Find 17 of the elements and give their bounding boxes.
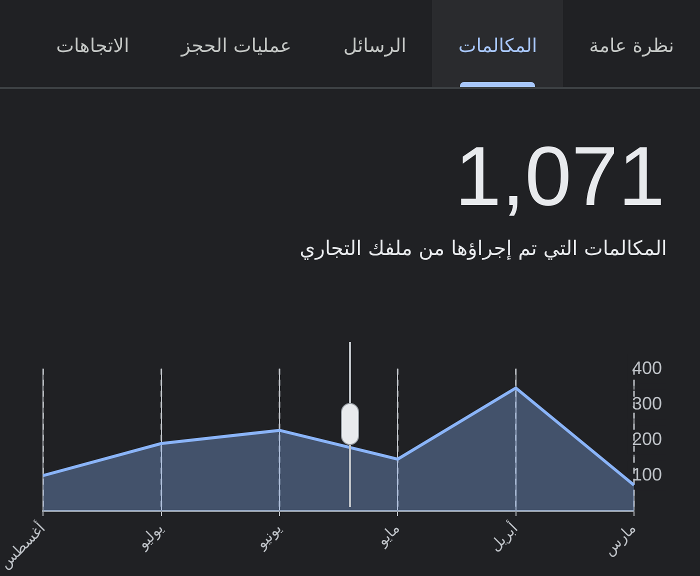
y-tick-label: 100 xyxy=(632,464,662,484)
x-tick-label: يوليو xyxy=(133,519,167,554)
x-tick-label: مايو xyxy=(372,519,404,550)
x-tick-label: أبريل xyxy=(485,518,522,555)
x-tick-label: أغسطس xyxy=(0,518,49,572)
chart-title: 1,071 xyxy=(454,128,665,225)
y-tick-label: 300 xyxy=(632,393,662,414)
text: الرسائل xyxy=(342,34,408,59)
text: نظرة عامة xyxy=(588,34,675,59)
x-tick-label: مارس xyxy=(600,519,640,560)
chart-subtitle: المكالمات التي تم إجراؤها من ملفك التجاري xyxy=(300,236,667,260)
text: الاتجاهات xyxy=(55,34,130,59)
x-tick-label: يونيو xyxy=(252,519,286,553)
y-tick-label: 400 xyxy=(632,358,662,378)
text: عمليات الحجز xyxy=(180,34,292,59)
y-tick-label: 200 xyxy=(632,428,662,449)
text: المكالمات xyxy=(432,0,564,87)
